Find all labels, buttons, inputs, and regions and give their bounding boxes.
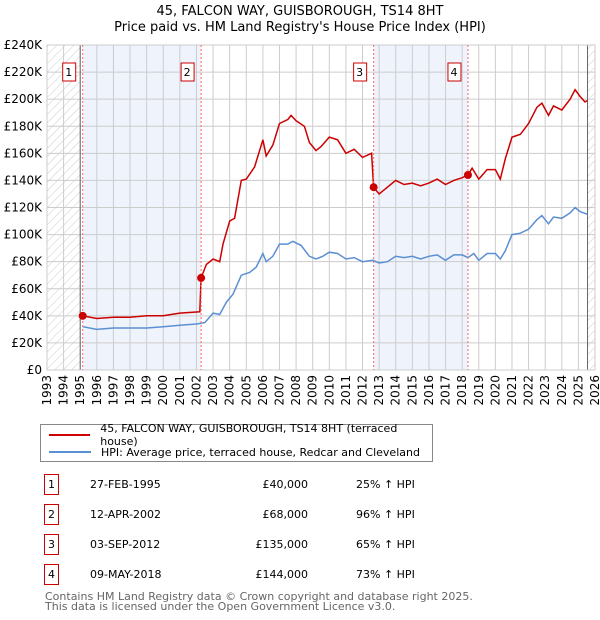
legend-swatch-blue bbox=[49, 451, 91, 453]
x-tick-label: 2009 bbox=[306, 375, 320, 406]
x-tick-label: 2013 bbox=[372, 375, 386, 406]
y-tick-label: £100K bbox=[4, 228, 44, 242]
price-chart: 1 2 3 4 £0 £20K £40K £60K £80K £100K £120K £140K £16… bbox=[4, 38, 600, 406]
sale-label-box bbox=[353, 62, 368, 82]
x-tick-label: 2003 bbox=[206, 375, 220, 406]
plot-border bbox=[46, 44, 596, 371]
x-tick-label: 1996 bbox=[90, 375, 104, 406]
x-tick-label: 1995 bbox=[73, 375, 87, 406]
x-tick-label: 1999 bbox=[140, 375, 154, 406]
y-tick-label: £20K bbox=[11, 336, 43, 350]
x-tick-label: 2026 bbox=[588, 375, 600, 406]
y-tick-label: £60K bbox=[11, 282, 43, 296]
x-tick-label: 2001 bbox=[173, 375, 187, 406]
sale-date: 27-FEB-1995 bbox=[90, 478, 161, 491]
x-tick-label: 2014 bbox=[389, 375, 403, 406]
x-tick-label: 2016 bbox=[422, 375, 436, 406]
x-tick-label: 2024 bbox=[555, 375, 569, 406]
y-tick-label: £240K bbox=[4, 38, 44, 52]
sale-label: 1 bbox=[65, 66, 72, 79]
sale-point bbox=[369, 183, 378, 192]
sale-label-box bbox=[180, 62, 195, 82]
sale-date: 09-MAY-2018 bbox=[90, 568, 162, 581]
sale-price: £68,000 bbox=[262, 508, 309, 521]
x-tick-label: 1993 bbox=[40, 375, 54, 406]
sale-hpi-change: 65% ↑ HPI bbox=[356, 538, 415, 551]
y-tick-label: £40K bbox=[11, 309, 43, 323]
x-tick-label: 2006 bbox=[256, 375, 270, 406]
sale-hpi-change: 25% ↑ HPI bbox=[356, 478, 415, 491]
sale-row: 4 09-MAY-2018 £144,000 73% ↑ HPI bbox=[44, 564, 444, 586]
y-tick-label: £200K bbox=[4, 92, 44, 106]
sale-price: £135,000 bbox=[255, 538, 309, 551]
x-tick-label: 1998 bbox=[123, 375, 137, 406]
legend-label: HPI: Average price, terraced house, Redc… bbox=[101, 445, 420, 459]
x-tick-label: 2011 bbox=[339, 375, 353, 406]
sale-hpi-change: 73% ↑ HPI bbox=[356, 568, 415, 581]
legend-item-property: 45, FALCON WAY, GUISBOROUGH, TS14 8HT (t… bbox=[49, 422, 432, 448]
x-tick-label: 1997 bbox=[106, 375, 120, 406]
x-tick-label: 2002 bbox=[189, 375, 203, 406]
sale-row: 2 12-APR-2002 £68,000 96% ↑ HPI bbox=[44, 504, 444, 526]
y-tick-label: £0 bbox=[27, 363, 42, 377]
y-tick-label: £140K bbox=[4, 173, 44, 187]
sale-label: 2 bbox=[184, 66, 191, 79]
x-tick-label: 2000 bbox=[156, 375, 170, 406]
x-tick-label: 2015 bbox=[405, 375, 419, 406]
x-tick-label: 2025 bbox=[571, 375, 585, 406]
x-tick-label: 2022 bbox=[522, 375, 536, 406]
hpi-line bbox=[82, 206, 588, 331]
x-tick-label: 2021 bbox=[505, 375, 519, 406]
sale-number: 1 bbox=[44, 474, 59, 495]
sale-label: 4 bbox=[450, 66, 457, 79]
x-tick-label: 2020 bbox=[488, 375, 502, 406]
legend-swatch-red bbox=[49, 434, 91, 436]
y-tick-label: £160K bbox=[4, 146, 44, 160]
x-tick-label: 2012 bbox=[356, 375, 370, 406]
sale-number: 3 bbox=[44, 534, 59, 555]
x-tick-label: 2004 bbox=[223, 375, 237, 406]
property-price-line bbox=[82, 88, 588, 320]
sale-row: 1 27-FEB-1995 £40,000 25% ↑ HPI bbox=[44, 474, 444, 496]
chart-subtitle: Price paid vs. HM Land Registry's House … bbox=[114, 20, 486, 35]
y-tick-label: £180K bbox=[4, 119, 44, 133]
x-tick-label: 2019 bbox=[472, 375, 486, 406]
legend-item-hpi: HPI: Average price, terraced house, Redc… bbox=[49, 444, 420, 460]
sale-point bbox=[78, 311, 87, 320]
legend: 45, FALCON WAY, GUISBOROUGH, TS14 8HT (t… bbox=[40, 422, 433, 462]
sale-row: 3 03-SEP-2012 £135,000 65% ↑ HPI bbox=[44, 534, 444, 556]
sale-price: £144,000 bbox=[255, 568, 309, 581]
sale-point bbox=[463, 171, 472, 179]
legend-label: 45, FALCON WAY, GUISBOROUGH, TS14 8HT (t… bbox=[100, 422, 398, 448]
sale-label-box bbox=[447, 62, 462, 82]
x-tick-label: 2023 bbox=[538, 375, 552, 406]
x-tick-label: 2017 bbox=[439, 375, 453, 406]
sale-label: 3 bbox=[356, 66, 363, 79]
x-tick-label: 2005 bbox=[239, 375, 253, 406]
sale-price: £40,000 bbox=[262, 478, 309, 491]
footer-licence: This data is licensed under the Open Gov… bbox=[45, 600, 396, 613]
y-tick-label: £220K bbox=[4, 65, 44, 79]
sale-number: 2 bbox=[44, 504, 59, 525]
chart-title: 45, FALCON WAY, GUISBOROUGH, TS14 8HT bbox=[156, 4, 444, 19]
sale-hpi-change: 96% ↑ HPI bbox=[356, 508, 415, 521]
sale-date: 03-SEP-2012 bbox=[90, 538, 161, 551]
sale-label-box bbox=[62, 62, 77, 82]
x-tick-label: 2010 bbox=[322, 375, 336, 406]
footer-copyright: Contains HM Land Registry data © Crown c… bbox=[45, 590, 473, 603]
sale-date: 12-APR-2002 bbox=[90, 508, 162, 521]
sale-number: 4 bbox=[44, 564, 59, 585]
x-tick-label: 2007 bbox=[272, 375, 286, 406]
x-tick-label: 1994 bbox=[57, 375, 71, 406]
y-tick-label: £120K bbox=[4, 201, 44, 215]
sale-point bbox=[197, 273, 206, 282]
y-tick-label: £80K bbox=[11, 255, 43, 269]
x-tick-label: 2018 bbox=[455, 375, 469, 406]
x-tick-label: 2008 bbox=[289, 375, 303, 406]
